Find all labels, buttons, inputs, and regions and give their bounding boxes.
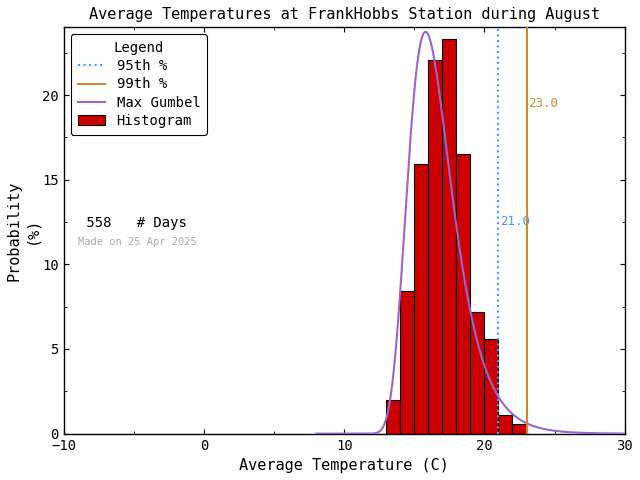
Bar (400, 291, 414, 433)
Y-axis label: Probability
(%): Probability (%) (7, 180, 39, 281)
Text: 558   # Days: 558 # Days (77, 216, 187, 230)
Bar (484, 339, 499, 433)
Bar (387, 400, 400, 433)
Bar (414, 164, 428, 433)
X-axis label: Average Temperature (C): Average Temperature (C) (239, 458, 449, 473)
Bar (499, 415, 513, 433)
Bar (428, 60, 442, 433)
Bar (442, 39, 456, 433)
Bar (470, 312, 484, 433)
Bar (456, 155, 470, 433)
Text: Made on 25 Apr 2025: Made on 25 Apr 2025 (77, 237, 196, 247)
Text: 21.0: 21.0 (500, 216, 531, 228)
Text: 23.0: 23.0 (529, 97, 559, 110)
Bar (513, 424, 527, 433)
Title: Average Temperatures at FrankHobbs Station during August: Average Temperatures at FrankHobbs Stati… (89, 7, 600, 22)
Legend: 95th %, 99th %, Max Gumbel, Histogram: 95th %, 99th %, Max Gumbel, Histogram (70, 34, 207, 135)
